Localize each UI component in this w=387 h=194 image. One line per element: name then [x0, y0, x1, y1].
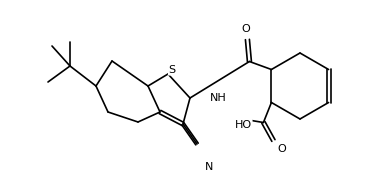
Text: O: O: [241, 24, 250, 35]
Text: HO: HO: [235, 120, 252, 130]
Text: NH: NH: [210, 93, 226, 103]
Text: O: O: [277, 144, 286, 153]
Text: S: S: [168, 65, 176, 75]
Text: N: N: [205, 162, 213, 172]
